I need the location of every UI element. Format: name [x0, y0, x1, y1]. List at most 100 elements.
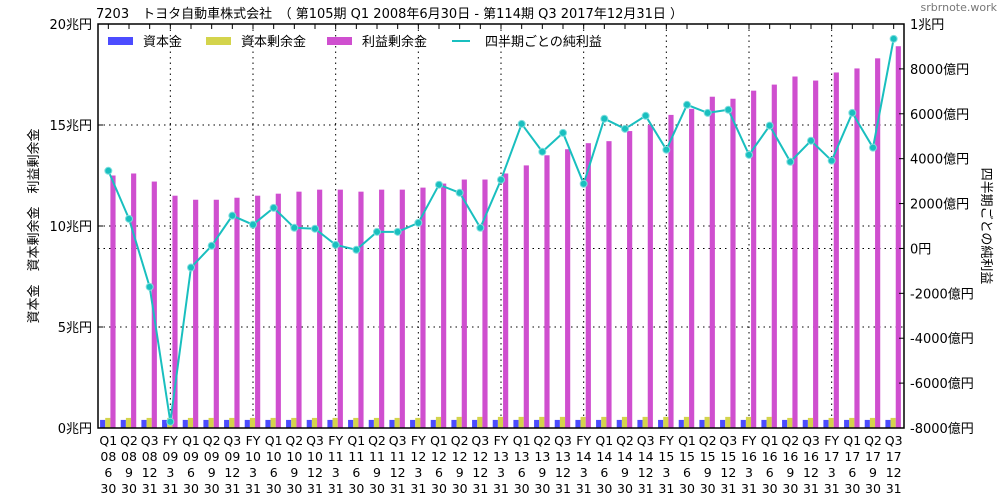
x-tick-label: Q1	[182, 433, 200, 448]
bar-capital-surplus	[229, 417, 235, 428]
x-tick-label: Q1	[761, 433, 779, 448]
x-tick-label: 12	[638, 465, 654, 480]
bar-capital	[596, 419, 602, 428]
x-tick-label: 31	[638, 481, 654, 496]
chart-title: 7203 トヨタ自動車株式会社 （ 第105期 Q1 2008年6月30日 - …	[96, 6, 683, 22]
x-tick-label: 16	[762, 449, 778, 464]
bar-capital	[492, 419, 498, 428]
x-tick-label: 30	[121, 481, 137, 496]
x-tick-label: 3	[166, 465, 174, 480]
net-income-point	[145, 282, 154, 291]
x-tick-label: FY	[246, 433, 261, 448]
x-tick-label: 09	[224, 449, 240, 464]
x-tick-label: Q2	[533, 433, 551, 448]
bar-retained-earnings	[503, 173, 509, 428]
x-tick-label: 31	[824, 481, 840, 496]
legend-label: 資本剰余金	[241, 34, 306, 50]
bar-capital-surplus	[621, 416, 628, 428]
net-income-point	[765, 121, 774, 130]
x-tick-label: 12	[307, 465, 323, 480]
x-tick-label: Q3	[471, 433, 489, 448]
left-tick-label: 15兆円	[49, 119, 92, 134]
x-tick-label: 9	[290, 465, 298, 480]
x-tick-label: 17	[824, 449, 840, 464]
x-tick-label: 9	[704, 465, 712, 480]
x-tick-label: 6	[270, 465, 278, 480]
x-tick-label: 12	[452, 449, 468, 464]
bar-capital-surplus	[807, 417, 814, 428]
x-tick-label: 30	[204, 481, 220, 496]
x-tick-label: 9	[621, 465, 629, 480]
bar-capital	[699, 419, 705, 428]
plot-frame	[97, 23, 905, 429]
x-tick-label: 17	[886, 449, 902, 464]
x-tick-label: 3	[249, 465, 257, 480]
bar-retained-earnings	[854, 68, 860, 428]
x-tick-label: 16	[741, 449, 757, 464]
x-tick-label: 30	[700, 481, 716, 496]
bar-retained-earnings	[689, 108, 695, 428]
right-tick-label: -2000億円	[910, 286, 974, 302]
net-income-point	[807, 136, 815, 145]
x-tick-label: 9	[125, 465, 133, 480]
net-income-point	[207, 241, 216, 250]
x-tick-label: 15	[679, 449, 695, 464]
net-income-point	[869, 143, 877, 152]
x-tick-label: 3	[745, 465, 753, 480]
x-tick-label: Q2	[285, 433, 303, 448]
bar-retained-earnings	[751, 90, 757, 428]
bar-capital-surplus	[353, 417, 359, 428]
bar-capital	[389, 419, 395, 428]
bar-capital-surplus	[187, 417, 194, 428]
x-tick-label: 30	[183, 481, 199, 496]
bar-capital	[182, 419, 188, 428]
bar-retained-earnings	[482, 179, 488, 428]
bar-retained-earnings	[709, 96, 715, 428]
bar-capital-surplus	[394, 417, 400, 428]
bar-retained-earnings	[565, 149, 571, 429]
net-income-point	[290, 223, 299, 232]
x-tick-label: 3	[332, 465, 340, 480]
x-tick-label: Q1	[843, 433, 861, 448]
right-tick-label: 6000億円	[910, 107, 969, 123]
x-tick-label: 9	[456, 465, 464, 480]
x-tick-label: 31	[803, 481, 819, 496]
net-income-point	[579, 179, 588, 188]
x-tick-label: 6	[352, 465, 360, 480]
x-tick-label: 6	[683, 465, 691, 480]
legend-swatch	[108, 37, 133, 45]
bar-capital	[410, 419, 416, 428]
x-tick-label: 30	[369, 481, 385, 496]
net-income-point	[745, 150, 753, 159]
x-tick-label: 31	[224, 481, 240, 496]
bar-capital	[162, 419, 168, 428]
legend-swatch	[206, 37, 231, 45]
x-tick-label: 15	[700, 449, 716, 464]
legend-swatch	[327, 37, 352, 45]
x-tick-label: 9	[373, 465, 381, 480]
net-income-point	[228, 211, 237, 220]
bar-capital	[864, 419, 870, 428]
x-tick-label: Q2	[699, 433, 717, 448]
bar-capital	[348, 419, 354, 428]
x-tick-label: FY	[411, 433, 426, 448]
bar-capital-surplus	[332, 417, 338, 428]
x-tick-label: 3	[662, 465, 670, 480]
x-tick-label: 30	[100, 481, 116, 496]
bar-capital-surplus	[559, 416, 566, 428]
x-tick-label: 30	[762, 481, 778, 496]
x-tick-label: 30	[514, 481, 530, 496]
bar-capital	[327, 419, 333, 428]
net-income-point	[600, 114, 609, 123]
x-tick-label: Q1	[678, 433, 696, 448]
x-tick-label: 9	[208, 465, 216, 480]
x-tick-label: 6	[848, 465, 856, 480]
bar-capital	[513, 419, 519, 428]
x-tick-label: 6	[600, 465, 608, 480]
bar-retained-earnings	[275, 193, 281, 428]
x-tick-label: Q2	[451, 433, 469, 448]
right-tick-label: 2000億円	[910, 197, 969, 213]
bar-capital	[244, 419, 250, 428]
x-tick-label: 13	[555, 449, 571, 464]
